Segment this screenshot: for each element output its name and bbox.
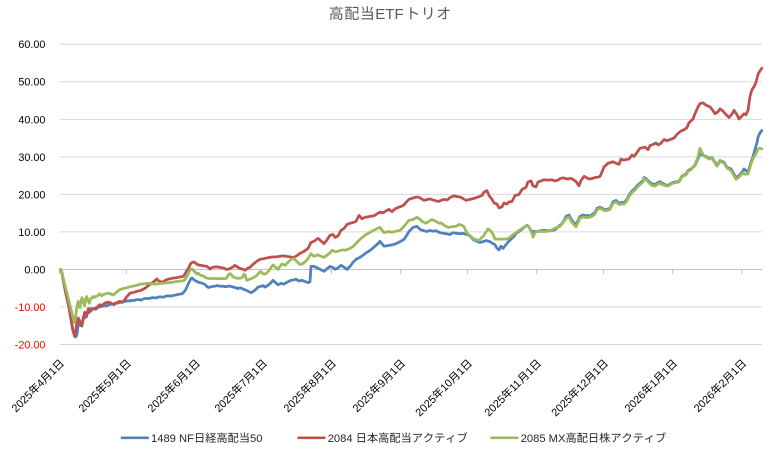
svg-text:10.00: 10.00 bbox=[18, 227, 45, 239]
svg-text:ETF: ETF bbox=[375, 6, 403, 23]
svg-text:0.00: 0.00 bbox=[24, 264, 45, 276]
svg-text:30.00: 30.00 bbox=[18, 152, 45, 164]
svg-text:1489 NF: 1489 NF bbox=[151, 433, 194, 445]
svg-text:-20.00: -20.00 bbox=[15, 340, 46, 352]
svg-text:60.00: 60.00 bbox=[18, 39, 45, 51]
svg-text:2084: 2084 bbox=[328, 433, 353, 445]
svg-text:50.00: 50.00 bbox=[18, 77, 45, 89]
svg-text:40.00: 40.00 bbox=[18, 114, 45, 126]
svg-text:50: 50 bbox=[250, 433, 262, 445]
svg-text:2085 MX: 2085 MX bbox=[521, 433, 566, 445]
svg-text:20.00: 20.00 bbox=[18, 189, 45, 201]
svg-text:-10.00: -10.00 bbox=[15, 302, 46, 314]
